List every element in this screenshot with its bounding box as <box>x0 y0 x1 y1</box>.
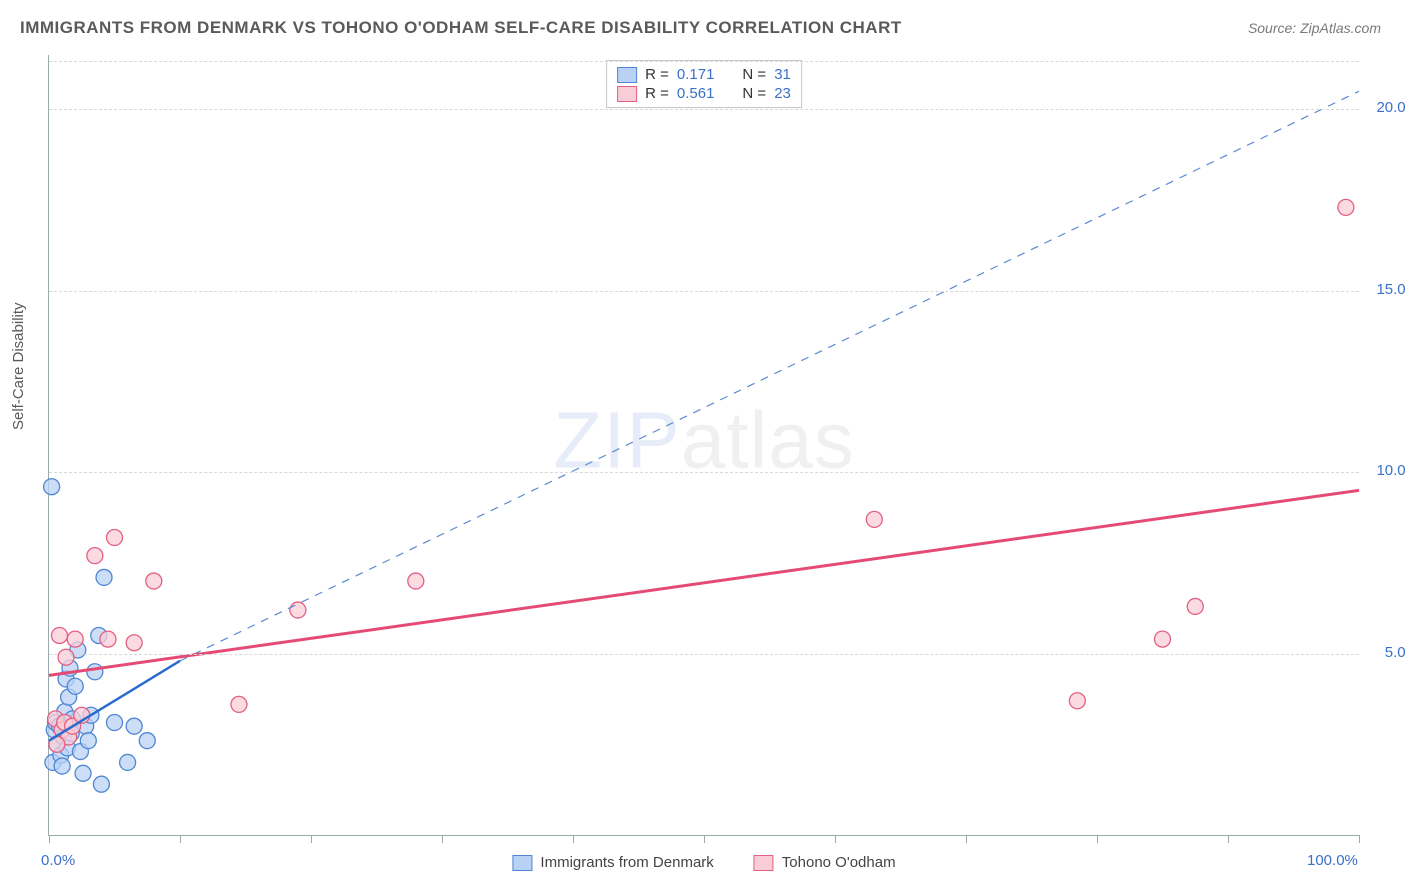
y-tick-label: 5.0% <box>1385 644 1406 661</box>
data-point <box>408 573 424 589</box>
n-label: N = <box>742 85 766 102</box>
x-tick <box>835 835 836 843</box>
data-point <box>54 758 70 774</box>
legend-row: R = 0.171 N = 31 <box>617 65 791 84</box>
x-tick-label: 0.0% <box>41 852 75 869</box>
data-point <box>96 569 112 585</box>
x-tick-label: 100.0% <box>1307 852 1358 869</box>
y-axis-label: Self-Care Disability <box>10 302 27 430</box>
x-tick <box>311 835 312 843</box>
chart-title: IMMIGRANTS FROM DENMARK VS TOHONO O'ODHA… <box>20 18 902 38</box>
data-point <box>1069 693 1085 709</box>
data-point <box>290 602 306 618</box>
x-tick <box>704 835 705 843</box>
gridline <box>49 109 1359 110</box>
n-value: 23 <box>774 85 791 102</box>
gridline <box>49 654 1359 655</box>
r-value: 0.171 <box>677 66 715 83</box>
data-point <box>107 530 123 546</box>
data-point <box>87 548 103 564</box>
data-point <box>146 573 162 589</box>
data-point <box>87 664 103 680</box>
correlation-legend: R = 0.171 N = 31 R = 0.561 N = 23 <box>606 60 802 108</box>
legend-swatch <box>512 855 532 871</box>
scatter-plot-svg <box>49 55 1359 835</box>
data-point <box>231 696 247 712</box>
data-point <box>67 678 83 694</box>
data-point <box>1155 631 1171 647</box>
x-tick <box>442 835 443 843</box>
data-point <box>93 776 109 792</box>
data-point <box>75 765 91 781</box>
n-value: 31 <box>774 66 791 83</box>
data-point <box>107 715 123 731</box>
legend-label: Immigrants from Denmark <box>540 854 713 871</box>
y-tick-label: 20.0% <box>1376 99 1406 116</box>
legend-swatch <box>617 86 637 102</box>
x-tick <box>49 835 50 843</box>
legend-swatch <box>754 855 774 871</box>
source-attribution: Source: ZipAtlas.com <box>1248 20 1381 36</box>
data-point <box>58 649 74 665</box>
r-value: 0.561 <box>677 85 715 102</box>
gridline <box>49 61 1359 62</box>
x-tick <box>1097 835 1098 843</box>
data-point <box>67 631 83 647</box>
x-tick <box>180 835 181 843</box>
data-point <box>866 511 882 527</box>
x-tick <box>966 835 967 843</box>
legend-item: Immigrants from Denmark <box>512 854 713 871</box>
data-point <box>1187 598 1203 614</box>
y-tick-label: 10.0% <box>1376 462 1406 479</box>
x-tick <box>1228 835 1229 843</box>
data-point <box>51 627 67 643</box>
trend-line-extrapolated <box>180 91 1359 661</box>
data-point <box>126 718 142 734</box>
data-point <box>100 631 116 647</box>
data-point <box>44 479 60 495</box>
data-point <box>1338 199 1354 215</box>
x-tick <box>573 835 574 843</box>
legend-item: Tohono O'odham <box>754 854 896 871</box>
r-label: R = <box>645 85 669 102</box>
n-label: N = <box>742 66 766 83</box>
legend-row: R = 0.561 N = 23 <box>617 84 791 103</box>
series-legend: Immigrants from Denmark Tohono O'odham <box>512 854 895 871</box>
r-label: R = <box>645 66 669 83</box>
data-point <box>120 754 136 770</box>
legend-label: Tohono O'odham <box>782 854 896 871</box>
data-point <box>139 733 155 749</box>
legend-swatch <box>617 67 637 83</box>
y-tick-label: 15.0% <box>1376 281 1406 298</box>
data-point <box>80 733 96 749</box>
gridline <box>49 291 1359 292</box>
data-point <box>126 635 142 651</box>
x-tick <box>1359 835 1360 843</box>
gridline <box>49 472 1359 473</box>
chart-plot-area: ZIPatlas R =0.171N =31R =0.561N =23 Immi… <box>48 55 1359 836</box>
